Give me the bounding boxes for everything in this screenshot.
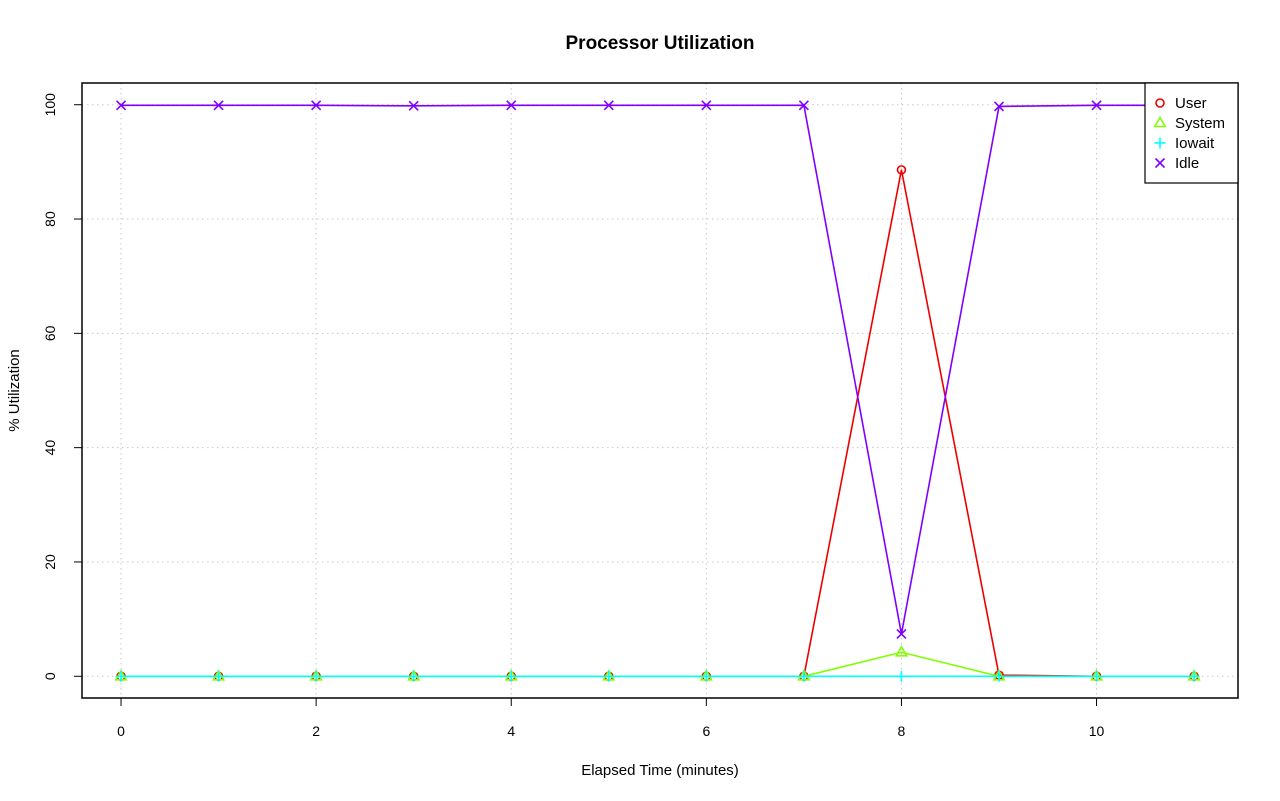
data-point-system [894,645,909,657]
legend-item-system: System [1153,115,1225,132]
y-axis: 0 20 40 60 80 100 [42,93,82,680]
data-point-iowait [310,670,322,682]
data-point-iowait [213,670,225,682]
grid-lines [82,83,1238,698]
series-line-system [121,651,1195,678]
y-tick-label: 100 [42,93,58,117]
data-point-idle [311,100,322,111]
x-tick-label: 6 [702,723,710,739]
series-line-user [121,169,1195,678]
legend-marker-user [1155,98,1165,108]
y-axis-label: % Utilization [6,349,23,432]
series-layer [114,100,1201,682]
x-axis-label: Elapsed Time (minutes) [581,762,739,779]
y-tick-label: 80 [42,211,58,227]
legend-label-system: System [1175,115,1225,132]
data-point-iowait [603,670,615,682]
legend-label-iowait: Iowait [1175,135,1215,152]
data-point-iowait [700,670,712,682]
data-point-idle [896,628,907,640]
series-iowait [115,670,1200,682]
data-point-iowait [505,670,517,682]
data-point-iowait [1091,670,1103,682]
legend-label-user: User [1175,95,1207,112]
series-idle [115,100,1200,640]
y-tick-label: 0 [42,672,58,680]
x-tick-label: 8 [898,723,906,739]
data-point-iowait [1188,670,1200,682]
series-user [116,165,1199,682]
data-point-iowait [895,670,907,682]
data-point-idle [1091,100,1102,111]
legend-item-user: User [1155,95,1207,112]
x-tick-label: 0 [117,723,125,739]
legend: User System Iowait Idle [1144,82,1239,184]
y-tick-label: 20 [42,554,58,570]
legend-marker-idle [1154,157,1166,169]
plot-frame [81,82,1239,699]
data-point-iowait [798,670,810,682]
data-point-idle [701,100,712,111]
legend-marker-iowait [1154,137,1166,149]
data-point-idle [408,100,419,111]
legend-marker-system [1153,115,1167,128]
data-point-idle [115,100,127,111]
x-tick-label: 2 [312,723,320,739]
data-point-idle [213,100,224,111]
data-point-idle [798,100,809,111]
legend-item-idle: Idle [1154,155,1199,172]
y-tick-label: 60 [42,325,58,341]
data-point-iowait [993,670,1005,682]
data-point-idle [603,100,614,111]
chart-title: Processor Utilization [566,33,755,54]
series-line-idle [121,104,1195,635]
x-tick-label: 10 [1089,723,1105,739]
legend-item-iowait: Iowait [1154,135,1215,152]
data-point-idle [993,101,1005,112]
legend-label-idle: Idle [1175,155,1199,172]
data-point-user [896,165,907,175]
x-axis: 0 2 4 6 8 10 [117,698,1105,739]
data-point-iowait [115,670,127,682]
data-point-idle [506,100,517,111]
data-point-iowait [408,670,420,682]
y-tick-label: 40 [42,440,58,456]
x-tick-label: 4 [507,723,515,739]
